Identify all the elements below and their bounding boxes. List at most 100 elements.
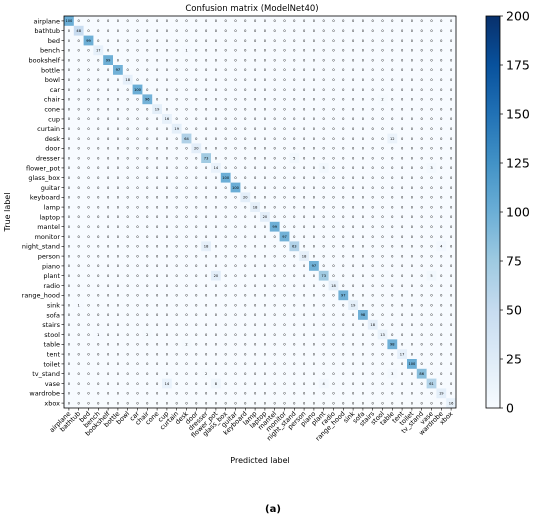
matrix-cell: [397, 104, 408, 115]
matrix-cell: [309, 133, 320, 144]
cell-value-label: 0: [97, 215, 100, 219]
cell-value-label: 0: [303, 156, 306, 160]
matrix-cell: [73, 133, 84, 144]
cell-value-label: 0: [156, 49, 159, 53]
y-tick-label: bed: [48, 37, 60, 45]
matrix-cell: [93, 143, 104, 154]
matrix-cell: [230, 163, 241, 174]
matrix-cell: [348, 133, 359, 144]
matrix-cell: [426, 114, 437, 125]
cell-value-label: 0: [352, 29, 355, 33]
cell-value-label: 0: [450, 137, 453, 141]
cell-value-label: 0: [274, 156, 277, 160]
cell-value-label: 100: [232, 186, 240, 190]
cell-value-label: 0: [391, 19, 394, 23]
cell-value-label: 0: [372, 39, 375, 43]
cell-value-label: 0: [342, 205, 345, 209]
cell-value-label: 0: [127, 166, 130, 170]
matrix-cell: [387, 123, 398, 134]
cell-value-label: 0: [313, 225, 316, 229]
cell-value-label: 0: [450, 49, 453, 53]
cell-value-label: 0: [146, 196, 149, 200]
cell-value-label: 0: [234, 107, 237, 111]
matrix-cell: [299, 84, 310, 95]
cell-value-label: 0: [401, 225, 404, 229]
matrix-cell: [211, 221, 222, 232]
cell-value-label: 17: [96, 49, 101, 53]
cell-value-label: 0: [225, 78, 228, 82]
y-tick-label: piano: [42, 262, 60, 270]
cell-value-label: 0: [127, 127, 130, 131]
cell-value-label: 0: [254, 39, 257, 43]
cell-value-label: 0: [332, 68, 335, 72]
cell-value-label: 98: [361, 313, 366, 317]
cell-value-label: 0: [332, 19, 335, 23]
matrix-cell: [64, 84, 75, 95]
cell-value-label: 0: [274, 49, 277, 53]
matrix-cell: [436, 212, 447, 223]
cell-value-label: 0: [185, 166, 188, 170]
matrix-cell: [142, 123, 153, 134]
cell-value-label: 0: [185, 58, 188, 62]
cell-value-label: 0: [303, 176, 306, 180]
cell-value-label: 0: [421, 88, 424, 92]
cell-value-label: 0: [401, 215, 404, 219]
matrix-cell: [318, 172, 329, 183]
matrix-cell: [113, 104, 124, 115]
matrix-cell: [269, 153, 280, 164]
matrix-cell: [171, 133, 182, 144]
cell-value-label: 0: [205, 88, 208, 92]
cell-value-label: 0: [430, 19, 433, 23]
cell-value-label: 0: [430, 49, 433, 53]
y-tick-label: plant: [43, 272, 60, 280]
cell-value-label: 0: [254, 78, 257, 82]
cell-value-label: 18: [370, 323, 375, 327]
matrix-cell: [240, 163, 251, 174]
matrix-cell: [113, 143, 124, 154]
cell-value-label: 0: [332, 117, 335, 121]
y-tick-label: dresser: [36, 155, 60, 163]
matrix-cell: [83, 202, 94, 213]
matrix-cell: [250, 153, 261, 164]
cell-value-label: 0: [411, 78, 414, 82]
cell-value-label: 0: [332, 39, 335, 43]
cell-value-label: 0: [195, 19, 198, 23]
matrix-cell: [250, 221, 261, 232]
matrix-cell: [162, 172, 173, 183]
cell-value-label: 0: [68, 225, 71, 229]
cell-value-label: 0: [136, 107, 139, 111]
matrix-cell: [162, 231, 173, 242]
cell-value-label: 0: [283, 98, 286, 102]
matrix-cell: [230, 35, 241, 46]
matrix-cell: [240, 45, 251, 56]
cell-value-label: 0: [362, 39, 365, 43]
cell-value-label: 0: [313, 137, 316, 141]
cell-value-label: 0: [283, 68, 286, 72]
matrix-cell: [397, 153, 408, 164]
cell-value-label: 0: [68, 98, 71, 102]
cell-value-label: 0: [372, 147, 375, 151]
cell-value-label: 0: [440, 107, 443, 111]
matrix-cell: [211, 55, 222, 66]
matrix-cell: [397, 114, 408, 125]
cell-value-label: 0: [352, 107, 355, 111]
cell-value-label: 0: [97, 19, 100, 23]
cell-value-label: 0: [381, 58, 384, 62]
matrix-cell: [113, 65, 124, 76]
cell-value-label: 0: [421, 137, 424, 141]
matrix-cell: [269, 143, 280, 154]
matrix-cell: [407, 74, 418, 85]
cell-value-label: 0: [234, 205, 237, 209]
cell-value-label: 0: [68, 107, 71, 111]
cell-value-label: 0: [274, 98, 277, 102]
cell-value-label: 0: [78, 117, 81, 121]
cell-value-label: 0: [391, 127, 394, 131]
matrix-cell: [426, 84, 437, 95]
cell-value-label: 0: [215, 176, 218, 180]
matrix-cell: [142, 55, 153, 66]
matrix-cell: [93, 25, 104, 36]
matrix-cell: [328, 133, 339, 144]
matrix-cell: [260, 74, 271, 85]
cell-value-label: 0: [156, 58, 159, 62]
cell-value-label: 0: [283, 176, 286, 180]
